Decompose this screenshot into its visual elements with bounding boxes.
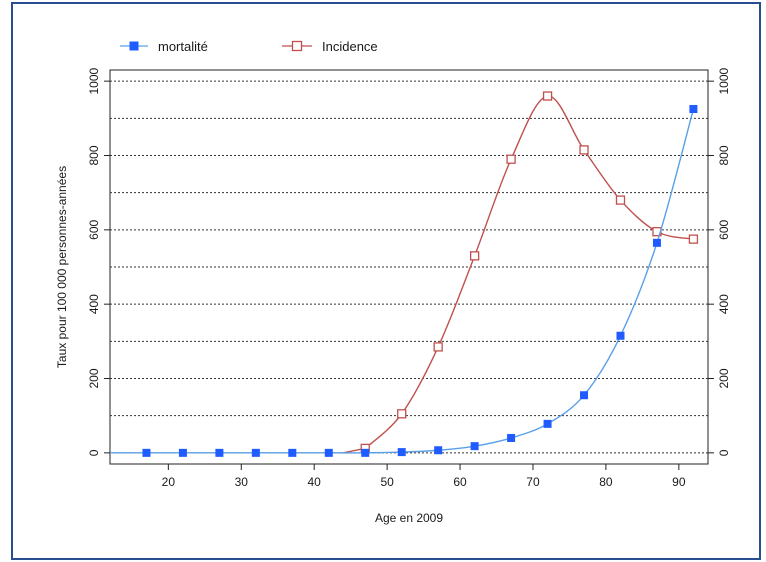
mortalite-point	[616, 331, 625, 340]
y-right-tick-label: 200	[717, 368, 731, 388]
x-tick-label: 20	[162, 475, 176, 489]
incidence-series	[343, 91, 699, 454]
plot-area	[109, 69, 709, 465]
mortalite-point	[507, 433, 516, 442]
legend: mortalité Incidence	[120, 39, 378, 54]
legend-label-incidence: Incidence	[322, 39, 378, 54]
y-right-tick-label: 1000	[717, 67, 731, 94]
y-left-tick-label: 600	[87, 219, 101, 239]
mortalite-point	[251, 448, 260, 457]
x-tick-label: 40	[308, 475, 322, 489]
x-tick-label: 70	[526, 475, 540, 489]
y-right-tick-label: 600	[717, 219, 731, 239]
y-axis-left: 0 200 400 600 800 1000	[87, 67, 110, 456]
legend-label-mortalite: mortalité	[158, 39, 208, 54]
figure-border	[11, 2, 761, 560]
y-right-tick-label: 800	[717, 145, 731, 165]
incidence-point	[469, 251, 480, 261]
mortalite-point	[470, 442, 479, 451]
mortalite-point	[178, 448, 187, 457]
incidence-line	[343, 95, 694, 454]
mortalite-point	[215, 448, 224, 457]
incidence-point	[397, 409, 407, 419]
x-axis: 20 30 40 50 60 70 80 90	[162, 464, 686, 489]
y-left-tick-label: 0	[87, 449, 101, 456]
incidence-point	[579, 145, 589, 155]
x-tick-label: 30	[235, 475, 249, 489]
mortalite-point	[324, 448, 333, 457]
incidence-point	[433, 342, 443, 352]
y-left-tick-label: 200	[87, 368, 101, 388]
mortalite-point	[361, 448, 370, 457]
mortalite-point	[652, 238, 661, 247]
x-tick-label: 50	[380, 475, 394, 489]
y-axis-right: 0 200 400 600 800 1000	[708, 67, 731, 456]
x-axis-label: Age en 2009	[375, 511, 443, 525]
legend-marker-mortalite	[129, 41, 139, 51]
x-tick-label: 90	[672, 475, 686, 489]
mortalite-point	[142, 448, 151, 457]
y-right-tick-label: 0	[717, 449, 731, 456]
incidence-point	[542, 91, 553, 101]
mortalite-point	[689, 105, 698, 114]
mortalite-series	[110, 105, 698, 457]
y-axis-label: Taux pour 100 000 personnes-années	[55, 166, 69, 368]
y-left-tick-label: 400	[87, 294, 101, 314]
mortalite-point	[580, 391, 589, 400]
y-left-tick-label: 1000	[87, 67, 101, 94]
x-tick-label: 80	[599, 475, 613, 489]
incidence-point	[615, 195, 626, 205]
incidence-point	[506, 154, 516, 164]
mortalite-point	[543, 419, 552, 428]
y-right-tick-label: 400	[717, 294, 731, 314]
incidence-point	[688, 234, 699, 244]
mortalite-point	[434, 446, 443, 455]
x-tick-label: 60	[453, 475, 467, 489]
mortalite-point	[397, 448, 406, 457]
mortalite-point	[288, 448, 297, 457]
legend-marker-incidence	[291, 40, 303, 52]
y-left-tick-label: 800	[87, 145, 101, 165]
